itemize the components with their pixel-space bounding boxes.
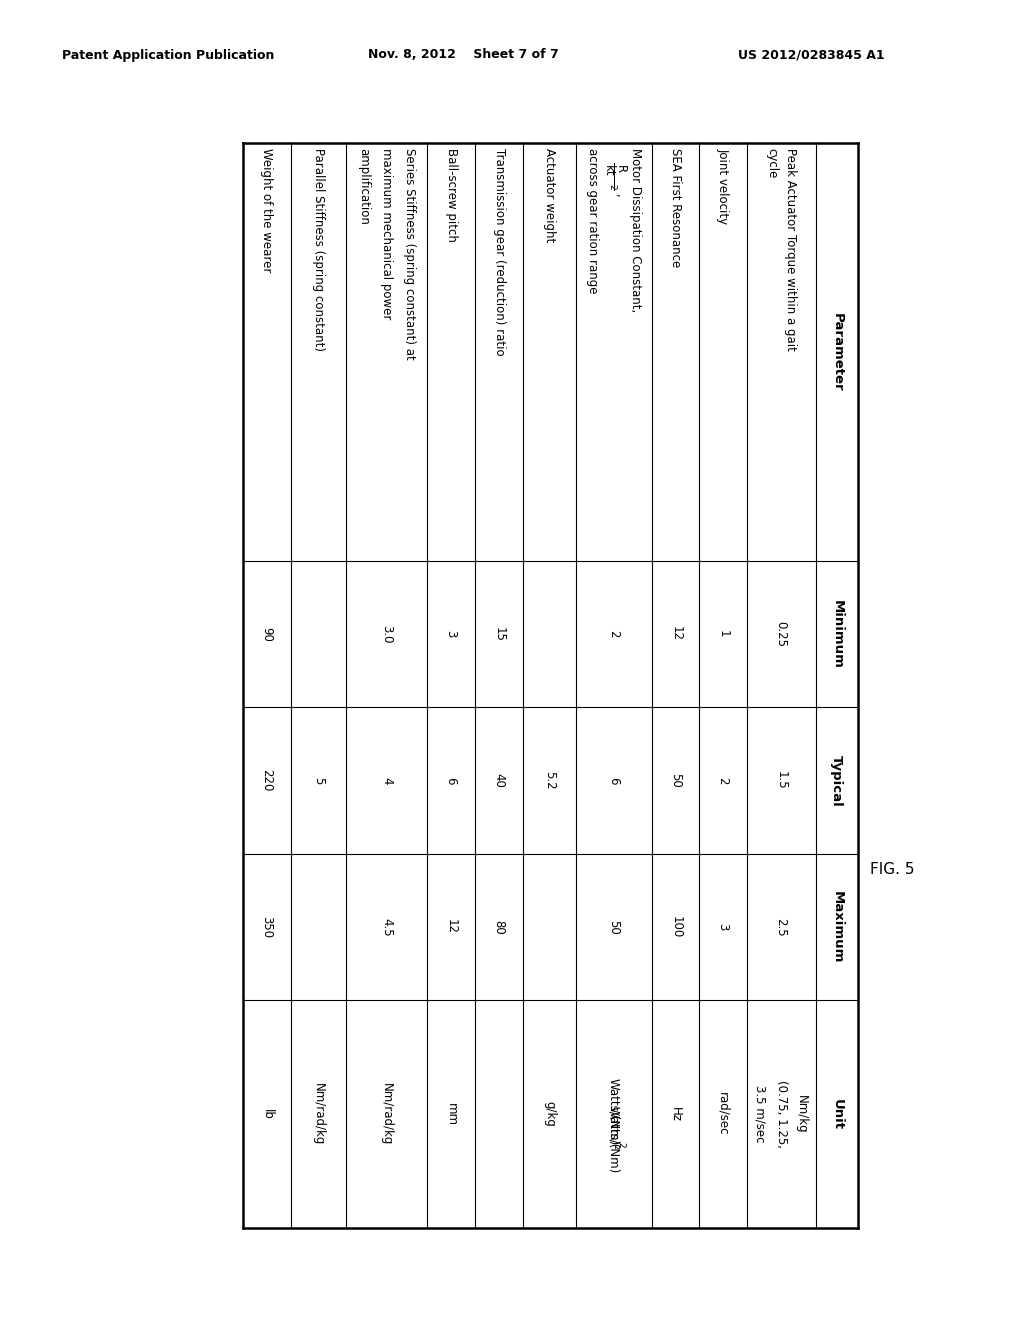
Text: SEA First Resonance: SEA First Resonance [670, 148, 682, 267]
Text: 50: 50 [607, 920, 621, 935]
Text: Patent Application Publication: Patent Application Publication [62, 49, 274, 62]
Text: 6: 6 [444, 776, 458, 784]
Text: 100: 100 [670, 916, 682, 939]
Text: 2: 2 [616, 1142, 626, 1147]
Text: 2.5: 2.5 [774, 917, 787, 936]
Text: ,: , [613, 193, 627, 197]
Text: Maximum: Maximum [830, 891, 844, 964]
Text: Peak Actuator Torque within a gait: Peak Actuator Torque within a gait [784, 148, 798, 351]
Text: 12: 12 [444, 920, 458, 935]
Text: 2: 2 [607, 183, 616, 190]
Text: Transmission gear (reduction) ratio: Transmission gear (reduction) ratio [493, 148, 506, 355]
Text: 90: 90 [260, 627, 273, 642]
Text: Joint velocity: Joint velocity [717, 148, 729, 224]
Text: Series Stiffness (spring constant) at: Series Stiffness (spring constant) at [402, 148, 416, 360]
Text: 3.0: 3.0 [380, 624, 393, 643]
Text: 5: 5 [312, 776, 325, 784]
Text: Parameter: Parameter [830, 313, 844, 391]
Text: Nm/kg: Nm/kg [796, 1094, 808, 1134]
Text: Typical: Typical [830, 755, 844, 807]
Text: 40: 40 [493, 774, 506, 788]
Text: 4: 4 [380, 776, 393, 784]
Text: Hz: Hz [670, 1106, 682, 1122]
Text: 6: 6 [607, 776, 621, 784]
Text: rad/sec: rad/sec [717, 1093, 729, 1135]
Text: across gear ration range: across gear ration range [586, 148, 599, 293]
Text: 1.5: 1.5 [774, 771, 787, 789]
Text: 4.5: 4.5 [380, 917, 393, 936]
Text: lb: lb [260, 1109, 273, 1119]
Text: 0.25: 0.25 [774, 620, 787, 647]
Text: Motor Dissipation Constant,: Motor Dissipation Constant, [629, 148, 642, 313]
Text: 5.2: 5.2 [543, 771, 556, 789]
Text: maximum mechanical power: maximum mechanical power [380, 148, 393, 319]
Text: 15: 15 [493, 627, 506, 642]
Text: 12: 12 [670, 627, 682, 642]
Text: 1: 1 [717, 630, 729, 638]
Text: Weight of the wearer: Weight of the wearer [260, 148, 273, 272]
Text: FIG. 5: FIG. 5 [870, 862, 914, 878]
Text: g/kg: g/kg [543, 1101, 556, 1127]
Text: (0.75, 1.25,: (0.75, 1.25, [774, 1080, 787, 1148]
Text: 3.5 m/sec: 3.5 m/sec [754, 1085, 767, 1143]
Text: Ball-screw pitch: Ball-screw pitch [444, 148, 458, 242]
Text: Unit: Unit [830, 1098, 844, 1130]
Text: 3: 3 [444, 630, 458, 638]
Text: R: R [613, 165, 627, 173]
Text: Minimum: Minimum [830, 599, 844, 668]
Text: Nm/rad/kg: Nm/rad/kg [380, 1082, 393, 1146]
Text: Watts/(Nm)²: Watts/(Nm)² [607, 1078, 621, 1150]
Text: Actuator weight: Actuator weight [543, 148, 556, 243]
Text: 350: 350 [260, 916, 273, 939]
Text: US 2012/0283845 A1: US 2012/0283845 A1 [738, 49, 885, 62]
Text: 220: 220 [260, 770, 273, 792]
Text: cycle: cycle [765, 148, 778, 178]
Text: Watts/(Nm): Watts/(Nm) [607, 1106, 621, 1173]
Text: mm: mm [444, 1102, 458, 1126]
Text: kt: kt [601, 165, 614, 177]
Text: 80: 80 [493, 920, 506, 935]
Text: amplification: amplification [357, 148, 371, 224]
Text: 3: 3 [717, 923, 729, 931]
Text: 50: 50 [670, 774, 682, 788]
Text: 2: 2 [607, 630, 621, 638]
Text: Nm/rad/kg: Nm/rad/kg [312, 1082, 325, 1146]
Text: Parallel Stiffness (spring constant): Parallel Stiffness (spring constant) [312, 148, 325, 351]
Text: Nov. 8, 2012    Sheet 7 of 7: Nov. 8, 2012 Sheet 7 of 7 [368, 49, 559, 62]
Text: 2: 2 [717, 776, 729, 784]
